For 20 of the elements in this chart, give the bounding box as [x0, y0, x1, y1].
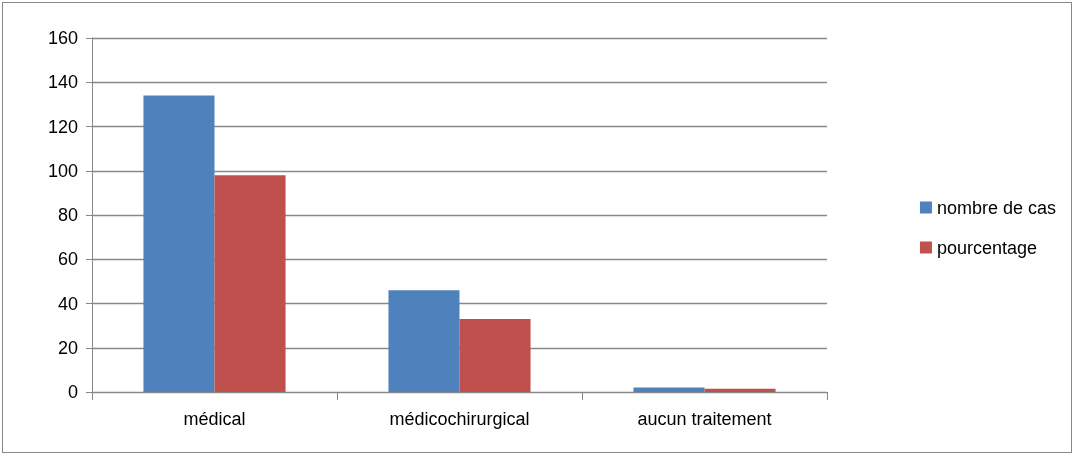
y-tick-label: 80 — [57, 205, 78, 225]
bar — [459, 318, 531, 392]
legend-label: pourcentage — [936, 237, 1038, 258]
bar — [633, 387, 705, 392]
x-tick-label: aucun traitement — [637, 409, 772, 429]
y-tick-label: 40 — [57, 293, 78, 314]
y-tick-label: 160 — [47, 28, 78, 48]
bar — [214, 175, 286, 392]
bar — [704, 388, 776, 392]
y-tick-label: 140 — [47, 72, 78, 93]
y-tick-label: 100 — [47, 160, 78, 181]
x-tick-label: médicochirurgical — [389, 409, 530, 429]
legend-label: nombre de cas — [936, 197, 1057, 218]
bar — [143, 95, 215, 392]
bar — [388, 290, 460, 392]
y-tick-label: 60 — [57, 249, 78, 270]
y-tick-label: 20 — [57, 337, 78, 358]
x-tick-label: médical — [183, 409, 246, 429]
y-tick-label: 0 — [67, 382, 78, 402]
y-tick-label: 120 — [47, 116, 78, 137]
